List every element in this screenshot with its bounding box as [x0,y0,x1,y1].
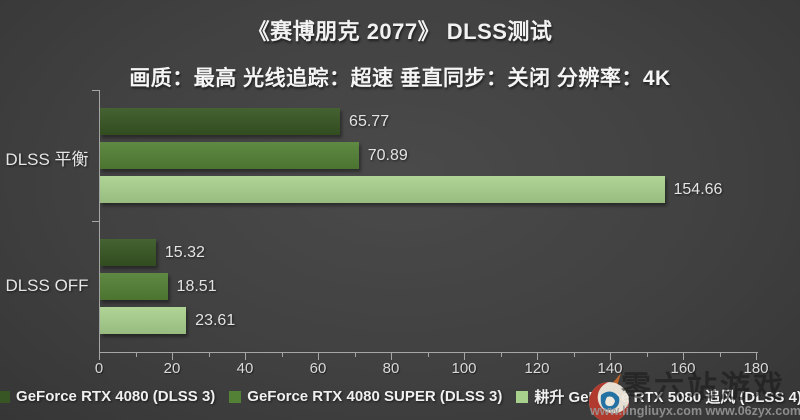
chart-subtitle: 画质：最高 光线追踪：超速 垂直同步：关闭 分辨率：4K [129,67,671,90]
x-axis-tick [537,353,538,360]
category-label: DLSS OFF [5,275,89,295]
x-tick-label: 180 [743,360,769,377]
x-axis-tick [427,353,429,357]
x-axis-tick [464,353,465,360]
x-axis-tick [354,353,356,357]
x-tick-label: 0 [94,360,104,377]
x-axis-line [99,352,758,353]
data-label: 18.51 [176,278,217,295]
x-axis-tick [135,353,137,357]
chart-legend: GeForce RTX 4080 (DLSS 3) GeForce RTX 408… [0,386,800,407]
x-axis-tick [610,353,611,360]
legend-label: GeForce RTX 4080 (DLSS 3) [16,388,216,405]
chart-title: 《赛博朋克 2077》 DLSS测试 [247,19,553,44]
bar [100,108,341,135]
x-axis-tick [172,353,173,360]
legend-label: 耕升 GeForce RTX 5080 追风 (DLSS 4) [534,389,800,406]
legend-swatch-icon [0,390,11,403]
legend-item: GeForce RTX 4080 (DLSS 3) [0,388,215,405]
bar [100,239,156,266]
x-axis-tick [500,353,502,357]
x-tick-label: 40 [236,360,254,377]
bar [100,176,665,203]
x-tick-label: 140 [597,360,623,377]
legend-item: 耕升 GeForce RTX 5080 追风 (DLSS 4) [516,386,800,407]
x-axis-tick [99,353,100,360]
x-axis-tick [318,353,319,360]
data-label: 154.66 [673,181,723,198]
x-axis-tick [391,353,392,360]
legend-label: GeForce RTX 4080 SUPER (DLSS 3) [247,388,503,405]
x-axis-tick [719,353,721,357]
x-axis-tick [573,353,575,357]
x-tick-label: 160 [670,360,696,377]
data-label: 70.89 [367,147,408,164]
x-axis-tick [281,353,283,357]
x-tick-label: 60 [309,360,327,377]
legend-swatch-icon [229,390,242,403]
data-label: 23.61 [195,312,236,329]
category-label: DLSS 平衡 [5,149,89,169]
y-axis-tick [92,221,99,222]
data-label: 15.32 [164,244,205,261]
bar [100,142,359,169]
x-axis-tick [683,353,684,360]
legend-item: GeForce RTX 4080 SUPER (DLSS 3) [229,388,502,405]
y-axis-line [99,90,100,353]
x-tick-label: 80 [382,360,400,377]
x-axis-tick [208,353,210,357]
data-label: 65.77 [349,113,390,130]
x-tick-label: 100 [451,360,477,377]
x-axis-tick [756,353,757,360]
bar [100,273,168,300]
x-axis-tick [245,353,246,360]
y-axis-tick [92,90,99,91]
legend-swatch-icon [516,390,529,403]
x-tick-label: 20 [163,360,181,377]
x-tick-label: 120 [524,360,550,377]
x-axis-tick [646,353,648,357]
bar [100,307,187,334]
